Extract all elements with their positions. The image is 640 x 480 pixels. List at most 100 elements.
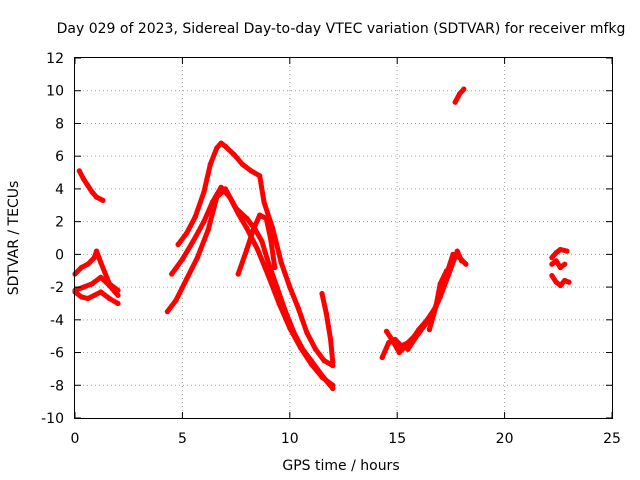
- data-point: [89, 189, 95, 195]
- data-point: [549, 261, 555, 267]
- data-point: [463, 261, 469, 267]
- data-point: [115, 292, 121, 298]
- data-point: [553, 250, 559, 256]
- data-point: [313, 346, 319, 352]
- data-point: [205, 227, 211, 233]
- y-tick-label: 8: [55, 116, 64, 132]
- data-point: [287, 325, 293, 331]
- data-point: [267, 235, 274, 241]
- series-arc-m: [426, 268, 450, 333]
- data-point: [321, 358, 327, 364]
- y-tick-label: -6: [50, 346, 64, 362]
- data-point: [323, 310, 329, 316]
- data-traces: [72, 86, 572, 392]
- data-point: [562, 277, 568, 284]
- data-point: [379, 354, 385, 361]
- data-point: [85, 295, 91, 302]
- data-point: [184, 230, 190, 236]
- data-point: [319, 291, 325, 297]
- series-arc-i: [319, 291, 336, 365]
- y-tick-label: 2: [55, 215, 64, 231]
- x-tick-label: 15: [388, 431, 406, 447]
- data-point: [564, 248, 570, 254]
- axis-ticks: -10 -8 -6 -4 -2 0 2 4 6 8 10 12 0 5 10 15 20 25: [41, 51, 621, 447]
- data-point: [244, 225, 250, 231]
- data-point: [276, 300, 282, 307]
- data-point: [422, 322, 428, 328]
- data-point: [255, 246, 261, 253]
- data-point: [257, 173, 263, 179]
- data-point: [244, 215, 250, 221]
- data-point: [328, 336, 334, 343]
- data-point: [91, 292, 97, 298]
- data-point: [426, 327, 432, 333]
- data-point: [91, 255, 97, 261]
- data-point: [261, 199, 267, 205]
- data-point: [386, 340, 392, 346]
- data-point: [175, 241, 181, 248]
- y-axis-label: SDTVAR / TECUs: [6, 181, 22, 296]
- data-point: [566, 279, 572, 285]
- x-tick-label: 10: [281, 431, 299, 447]
- data-point: [106, 282, 112, 289]
- data-point: [456, 91, 463, 97]
- data-point: [248, 168, 254, 174]
- data-point: [270, 225, 276, 231]
- data-point: [557, 264, 564, 271]
- series-arc-p: [549, 258, 568, 270]
- data-point: [78, 264, 84, 271]
- data-point: [169, 271, 175, 277]
- y-tick-label: -10: [41, 411, 64, 427]
- data-point: [454, 248, 460, 254]
- y-tick-label: 12: [46, 51, 64, 67]
- chart-title: Day 029 of 2023, Sidereal Day-to-day VTE…: [57, 21, 626, 37]
- data-point: [287, 284, 293, 290]
- data-point: [164, 309, 170, 315]
- data-point: [390, 338, 396, 344]
- x-tick-label: 5: [178, 431, 187, 447]
- data-point: [98, 259, 104, 266]
- data-point: [308, 361, 314, 367]
- data-point: [562, 261, 568, 267]
- data-point: [201, 219, 207, 225]
- data-point: [461, 86, 467, 92]
- data-point: [106, 295, 112, 302]
- data-point: [330, 359, 336, 365]
- data-point: [78, 294, 84, 300]
- data-point: [396, 349, 402, 356]
- data-point: [259, 238, 265, 244]
- data-point: [235, 271, 241, 277]
- plot-frame: [74, 57, 613, 419]
- data-point: [265, 273, 271, 279]
- data-point: [207, 161, 213, 167]
- y-tick-label: -2: [50, 280, 64, 296]
- data-point: [184, 276, 190, 282]
- data-point: [265, 259, 271, 266]
- data-point: [81, 284, 87, 290]
- data-point: [214, 145, 220, 151]
- x-tick-label: 25: [603, 431, 621, 447]
- data-point: [98, 274, 104, 280]
- y-tick-label: -8: [50, 378, 64, 394]
- data-point: [115, 300, 121, 307]
- data-point: [190, 238, 196, 244]
- series-arc-a: [76, 168, 106, 203]
- data-point: [227, 194, 233, 200]
- data-point: [194, 255, 200, 261]
- data-point: [100, 197, 106, 203]
- grid: [75, 58, 612, 418]
- x-axis-label: GPS time / hours: [282, 458, 399, 474]
- data-point: [257, 212, 263, 218]
- y-tick-label: 0: [55, 247, 64, 263]
- data-point: [179, 256, 185, 262]
- data-point: [89, 281, 95, 287]
- data-point: [295, 305, 301, 311]
- data-point: [192, 214, 198, 220]
- x-tick-label: 20: [496, 431, 514, 447]
- data-point: [218, 184, 224, 190]
- y-tick-label: 6: [55, 149, 64, 165]
- data-point: [330, 382, 336, 388]
- data-point: [553, 279, 559, 285]
- data-point: [549, 255, 555, 261]
